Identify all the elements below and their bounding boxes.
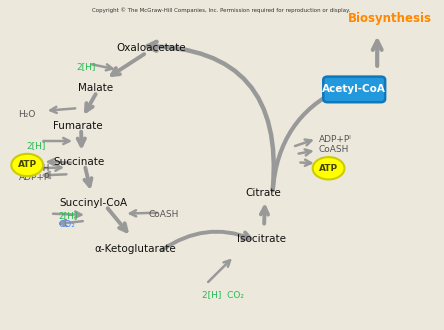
- Text: Copyright © The McGraw-Hill Companies, Inc. Permission required for reproduction: Copyright © The McGraw-Hill Companies, I…: [92, 7, 351, 13]
- Text: ATP: ATP: [19, 156, 38, 165]
- Text: Biosynthesis: Biosynthesis: [348, 12, 432, 25]
- Ellipse shape: [313, 157, 345, 180]
- Text: α-Ketoglutarate: α-Ketoglutarate: [95, 244, 176, 254]
- Text: ATP: ATP: [319, 157, 338, 166]
- Text: 2[H]: 2[H]: [26, 142, 46, 150]
- Text: Isocitrate: Isocitrate: [237, 234, 286, 244]
- Text: ATP: ATP: [319, 164, 338, 173]
- Text: Malate: Malate: [78, 83, 113, 93]
- Text: H₂O: H₂O: [18, 110, 36, 119]
- Text: 2[H]: 2[H]: [76, 63, 96, 72]
- Text: Succinate: Succinate: [54, 157, 105, 167]
- Text: 2[H]: 2[H]: [58, 212, 78, 220]
- Text: Citrate: Citrate: [246, 188, 281, 198]
- Text: 2[H]  CO₂: 2[H] CO₂: [202, 290, 244, 299]
- Text: ADP+Pᴵ: ADP+Pᴵ: [319, 135, 352, 144]
- Ellipse shape: [11, 154, 43, 176]
- Text: CoASH: CoASH: [19, 164, 50, 174]
- Text: ATP: ATP: [18, 160, 37, 170]
- FancyBboxPatch shape: [323, 77, 385, 102]
- Text: Acetyl-CoA: Acetyl-CoA: [322, 84, 386, 94]
- Text: CO₂: CO₂: [58, 220, 75, 229]
- Text: Succinyl-CoA: Succinyl-CoA: [59, 198, 127, 208]
- Text: ADP+Pᴵ: ADP+Pᴵ: [19, 173, 52, 182]
- Text: CoASH: CoASH: [319, 146, 349, 154]
- Text: Oxaloacetate: Oxaloacetate: [116, 43, 186, 53]
- Text: Fumarate: Fumarate: [53, 120, 103, 131]
- Text: CoASH: CoASH: [149, 211, 179, 219]
